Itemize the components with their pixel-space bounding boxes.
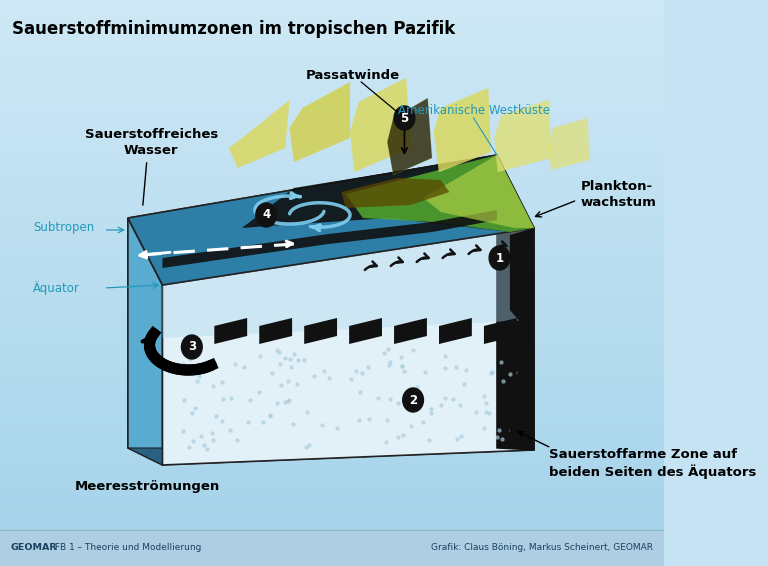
Polygon shape (423, 155, 534, 228)
Polygon shape (163, 228, 534, 338)
Text: 5: 5 (400, 112, 409, 125)
Polygon shape (548, 118, 589, 170)
Polygon shape (163, 228, 534, 465)
Polygon shape (304, 318, 337, 344)
Polygon shape (128, 155, 534, 285)
Polygon shape (439, 318, 472, 344)
Polygon shape (394, 318, 427, 344)
Polygon shape (128, 218, 163, 465)
Polygon shape (350, 78, 410, 172)
Text: 2: 2 (409, 393, 417, 406)
Bar (0, 530, 664, 566)
Text: Grafik: Claus Böning, Markus Scheinert, GEOMAR: Grafik: Claus Böning, Markus Scheinert, … (432, 543, 654, 552)
Text: 3: 3 (188, 341, 196, 354)
Polygon shape (387, 98, 432, 175)
Polygon shape (497, 155, 534, 450)
Circle shape (489, 246, 510, 270)
Polygon shape (434, 88, 491, 172)
Text: FB 1 – Theorie und Modellierung: FB 1 – Theorie und Modellierung (52, 543, 201, 552)
Polygon shape (242, 155, 534, 232)
Circle shape (402, 388, 423, 412)
Polygon shape (290, 82, 350, 162)
Text: Sauerstoffminimumzonen im tropischen Pazifik: Sauerstoffminimumzonen im tropischen Paz… (12, 20, 455, 38)
Circle shape (256, 203, 276, 227)
Text: 4: 4 (262, 208, 270, 221)
Circle shape (394, 106, 415, 130)
Polygon shape (128, 155, 497, 448)
Circle shape (181, 335, 202, 359)
Polygon shape (163, 210, 497, 268)
Polygon shape (214, 318, 247, 344)
Text: 1: 1 (495, 251, 504, 264)
Text: GEOMAR: GEOMAR (11, 543, 57, 552)
Polygon shape (229, 100, 290, 168)
Text: Sauerstoffreiches
Wasser: Sauerstoffreiches Wasser (84, 128, 218, 157)
Text: Sauerstoffarme Zone auf
beiden Seiten des Äquators: Sauerstoffarme Zone auf beiden Seiten de… (549, 448, 756, 479)
Polygon shape (349, 318, 382, 344)
Polygon shape (128, 448, 534, 465)
Polygon shape (260, 318, 292, 344)
Text: Subtropen: Subtropen (33, 221, 94, 234)
Text: Äquator: Äquator (33, 281, 80, 295)
Polygon shape (341, 178, 449, 208)
Polygon shape (510, 228, 534, 450)
Text: Meeresströmungen: Meeresströmungen (74, 480, 220, 493)
Polygon shape (484, 318, 517, 344)
Text: Plankton-
wachstum: Plankton- wachstum (581, 181, 657, 209)
Polygon shape (346, 155, 534, 232)
Polygon shape (495, 100, 551, 172)
Text: Passatwinde: Passatwinde (306, 69, 399, 82)
Text: Amerikanische Westküste: Amerikanische Westküste (398, 104, 550, 117)
